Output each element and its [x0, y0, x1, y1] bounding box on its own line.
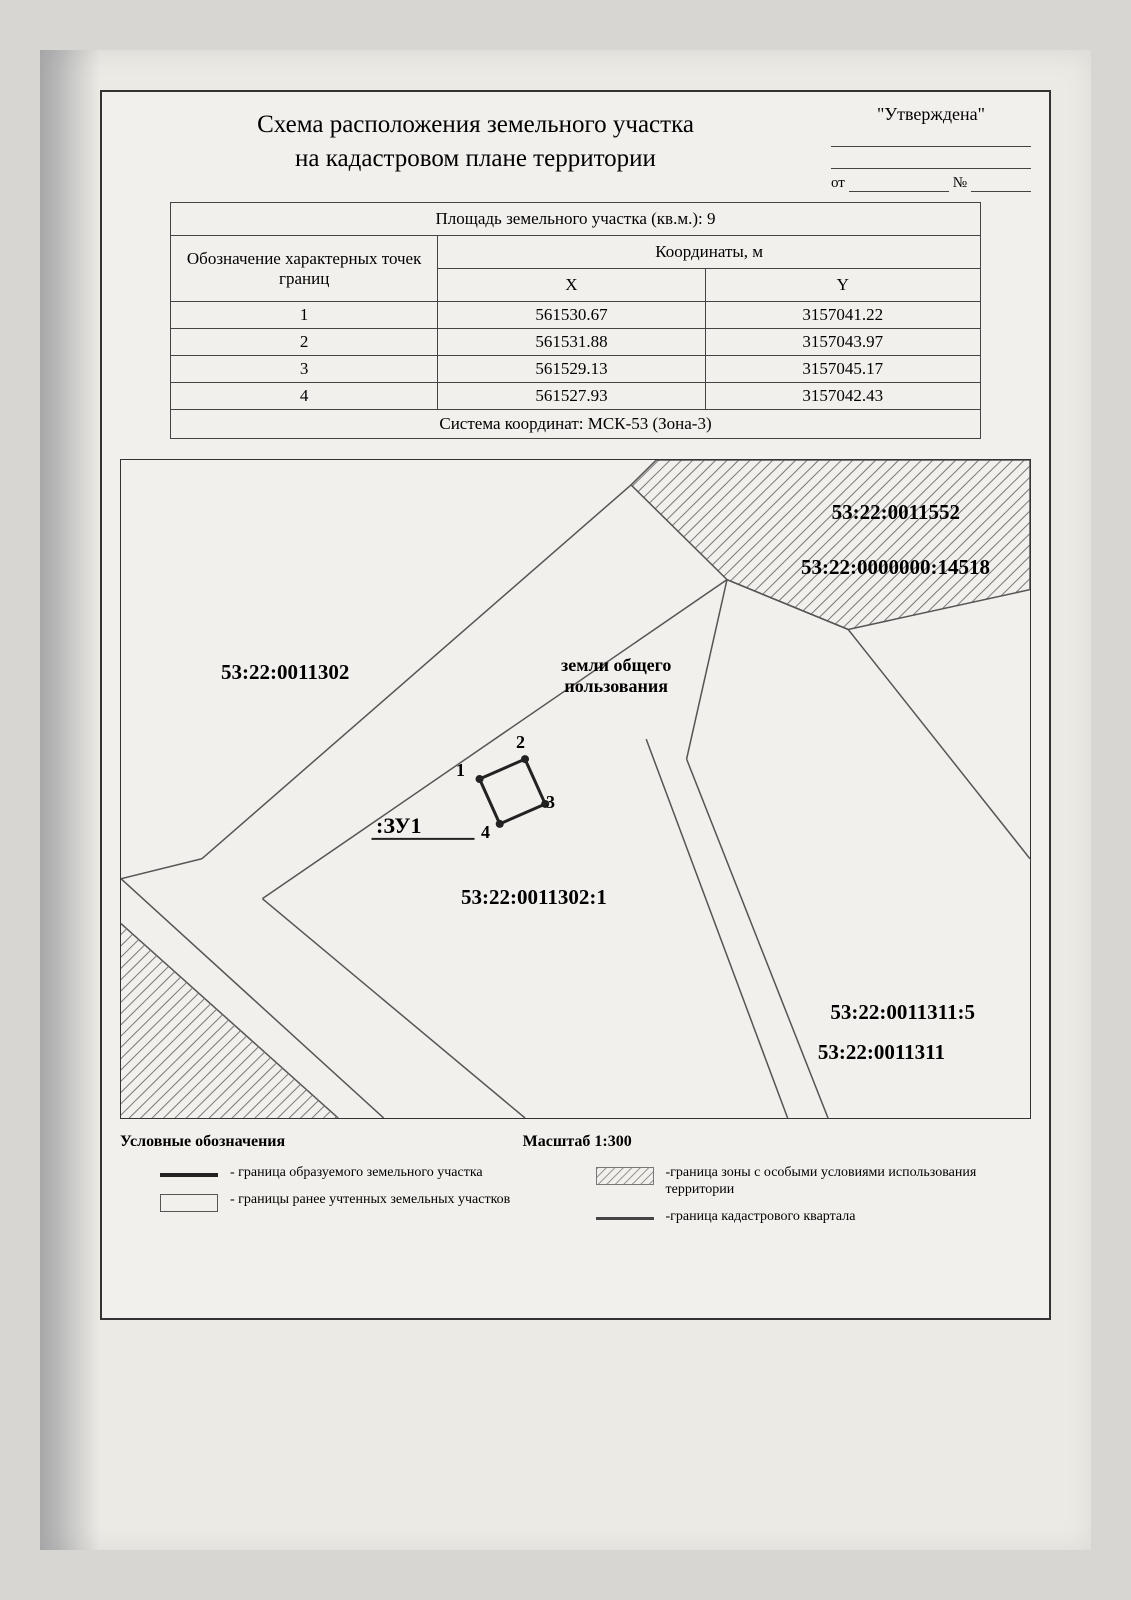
table-row: 3 561529.13 3157045.17	[171, 356, 981, 383]
map-line	[687, 759, 828, 1118]
col-points: Обозначение характерных точек границ	[171, 236, 438, 302]
map-line	[262, 580, 727, 899]
title-line-1: Схема расположения земельного участка	[120, 108, 831, 142]
legend-swatch-registered-parcels	[160, 1194, 218, 1212]
col-x: X	[438, 269, 705, 302]
legend-title-row: Условные обозначения Масштаб 1:300	[120, 1133, 1031, 1151]
num-blank	[971, 178, 1031, 192]
table-row: 1 561530.67 3157041.22	[171, 302, 981, 329]
legend-swatch-cadastral-quarter	[596, 1217, 654, 1220]
approval-line-1	[831, 131, 1031, 147]
legend-text: -граница зоны с особыми условиями исполь…	[666, 1165, 1032, 1199]
point-4: 4	[481, 822, 490, 843]
point-2: 2	[516, 732, 525, 753]
num-label: №	[953, 175, 967, 192]
map-line	[646, 739, 787, 1118]
legend-swatch-formed-boundary	[160, 1173, 218, 1177]
title-line-2: на кадастровом плане территории	[120, 142, 831, 176]
coordinate-table: Площадь земельного участка (кв.м.): 9 Об…	[170, 202, 981, 439]
cad-label-4: 53:22:0011302:1	[461, 885, 607, 910]
cad-label-2: 53:22:0000000:14518	[801, 555, 990, 580]
map-line	[687, 580, 727, 759]
legend-text: - граница образуемого земельного участка	[230, 1165, 483, 1182]
point-1: 1	[456, 760, 465, 781]
approved-label: "Утверждена"	[831, 104, 1031, 125]
hatched-zone-bl	[121, 924, 338, 1118]
system-row: Система координат: МСК-53 (Зона-3)	[171, 410, 981, 439]
scan-dark-edge	[40, 50, 100, 1550]
common-land-label: земли общего пользования	[561, 655, 671, 697]
legend-swatch-special-zone	[596, 1167, 654, 1185]
cadastral-map: 53:22:0011552 53:22:0000000:14518 53:22:…	[120, 459, 1031, 1119]
legend-item: - границы ранее учтенных земельных участ…	[160, 1192, 596, 1212]
legend-text: -граница кадастрового квартала	[666, 1209, 856, 1226]
col-y: Y	[705, 269, 980, 302]
table-row: 4 561527.93 3157042.43	[171, 383, 981, 410]
cad-label-1: 53:22:0011552	[832, 500, 960, 525]
title-block: Схема расположения земельного участка на…	[120, 104, 831, 176]
approval-line-2	[831, 153, 1031, 169]
area-cell: Площадь земельного участка (кв.м.): 9	[171, 203, 981, 236]
legend-item: -граница кадастрового квартала	[596, 1209, 1032, 1226]
cad-label-5: 53:22:0011311:5	[830, 1000, 975, 1025]
table-row: 2 561531.88 3157043.97	[171, 329, 981, 356]
parcel-zu1	[476, 755, 550, 828]
map-line	[848, 629, 1030, 858]
scale-label: Масштаб 1:300	[503, 1133, 1031, 1151]
cad-label-6: 53:22:0011311	[818, 1040, 945, 1065]
from-blank	[849, 178, 949, 192]
legend-title: Условные обозначения	[120, 1133, 503, 1151]
legend-item: - граница образуемого земельного участка	[160, 1165, 596, 1182]
from-label: от	[831, 175, 845, 192]
approval-block: "Утверждена" от №	[831, 104, 1031, 192]
legend-body: - граница образуемого земельного участка…	[120, 1165, 1031, 1235]
map-line	[121, 859, 202, 879]
legend-text: - границы ранее учтенных земельных участ…	[230, 1192, 510, 1209]
document-frame: Схема расположения земельного участка на…	[100, 90, 1051, 1320]
col-coords: Координаты, м	[438, 236, 981, 269]
coordinate-table-wrap: Площадь земельного участка (кв.м.): 9 Об…	[170, 202, 981, 439]
point-3: 3	[546, 792, 555, 813]
zu1-label: :ЗУ1	[376, 813, 422, 839]
cad-label-3: 53:22:0011302	[221, 660, 349, 685]
legend-item: -граница зоны с особыми условиями исполь…	[596, 1165, 1032, 1199]
